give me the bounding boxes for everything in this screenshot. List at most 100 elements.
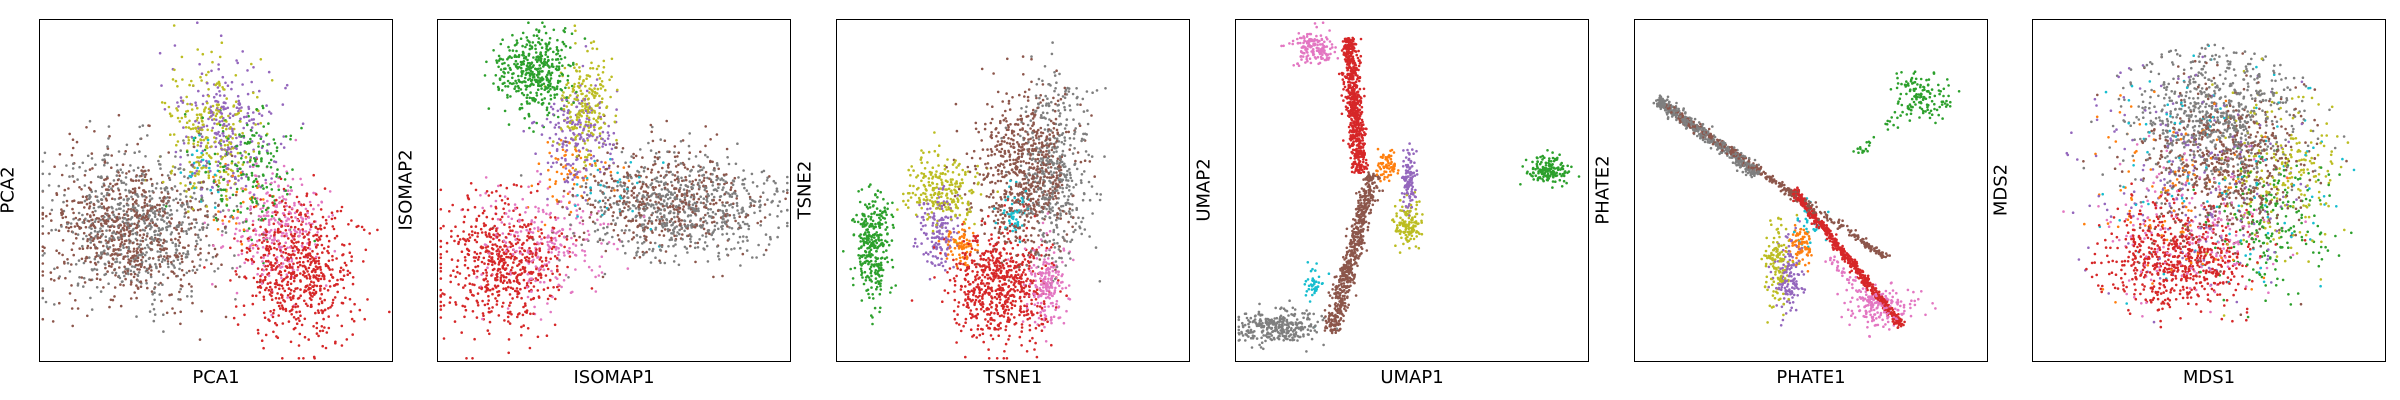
isomap1-point [497,294,500,297]
isomap1-point [626,196,629,199]
isomap1-point [593,96,596,100]
pca1-point [194,197,197,201]
pca1-point [264,181,268,185]
pca1-point [120,238,124,241]
pca1-point [56,266,59,269]
pca1-point [172,133,176,136]
isomap1-point [525,36,529,39]
pca1-point [289,186,293,189]
isomap1-point [642,205,646,209]
pca1-point [297,240,300,244]
pca1-point [90,268,94,271]
isomap1-point [473,205,477,209]
isomap1-point [681,208,685,211]
pca1-point [158,162,161,166]
pca1-point [106,270,109,273]
pca1-point [284,247,287,251]
pca1-point [145,179,149,182]
isomap1-point [516,295,519,299]
isomap1-point [509,245,512,249]
isomap1-point [758,200,761,203]
pca1-point [304,302,308,306]
pca1-point [321,329,325,333]
pca1-point [153,210,157,213]
isomap1-point [706,155,709,159]
isomap1-point [531,231,535,234]
pca1-point [111,197,114,200]
isomap1-point [469,182,473,185]
isomap1-point [571,166,575,170]
pca1-point [122,198,126,201]
pca1-point [304,255,308,258]
isomap1-point [683,245,687,249]
pca1-point [108,245,112,249]
pca1-point [232,316,236,320]
pca1-point [156,243,160,247]
isomap1-point [525,43,529,46]
isomap1-point [582,167,586,170]
isomap1-point [494,285,498,289]
pca1-point [192,139,196,142]
pca1-point [168,255,172,258]
isomap1-point [525,96,529,99]
isomap1-point [496,257,500,261]
pca1-point [127,170,131,173]
pca1-point [115,217,118,220]
isomap1-point [498,194,502,198]
isomap1-point [550,251,553,254]
pca1-point [64,276,67,280]
pca1-point [265,268,268,271]
isomap1-point [676,231,679,234]
pca1-point [333,236,337,240]
isomap1-point [511,49,515,52]
pca1-point [103,273,106,277]
pca1-point [213,270,216,273]
pca1-point [211,113,215,116]
isomap1-point [563,66,567,70]
pca1-point [307,273,311,276]
pca1-point [262,311,266,315]
pca1-point [131,202,135,206]
pca1-point [228,112,232,115]
pca1-point [239,117,242,121]
pca1-point [261,144,264,148]
pca1-point [296,248,299,251]
pca1-point [49,271,53,274]
pca1-point [41,206,45,209]
pca1-point [197,121,201,125]
pca1-point [171,78,175,81]
isomap1-point [589,189,593,192]
isomap1-point [704,125,707,128]
pca1-point [143,204,147,207]
pca-y-axis-label: PCA2 [0,166,19,214]
pca1-point [99,176,102,179]
isomap1-point [689,195,693,199]
pca1-point [245,115,248,118]
isomap1-point [520,106,524,110]
pca1-point [107,185,111,188]
isomap1-point [535,121,538,125]
pca1-point [330,211,334,214]
isomap1-point [667,166,670,169]
isomap1-point [659,261,662,265]
pca1-point [256,239,259,243]
pca1-point [194,174,197,178]
pca1-point [178,235,182,239]
pca1-point [301,122,305,125]
pca1-point [348,297,352,301]
isomap1-point [548,79,552,82]
pca1-point [270,313,273,317]
pca1-point [97,220,100,223]
isomap1-point [615,142,619,145]
pca1-point [242,126,245,130]
pca1-point [226,183,230,187]
isomap1-point [688,174,691,177]
pca1-point [267,214,270,218]
pca1-point [250,118,254,121]
pca1-point [89,215,92,219]
pca1-point [75,237,78,240]
isomap1-point [571,121,575,124]
pca1-point [178,262,182,265]
pca1-point [255,174,258,178]
isomap1-point [735,194,739,198]
